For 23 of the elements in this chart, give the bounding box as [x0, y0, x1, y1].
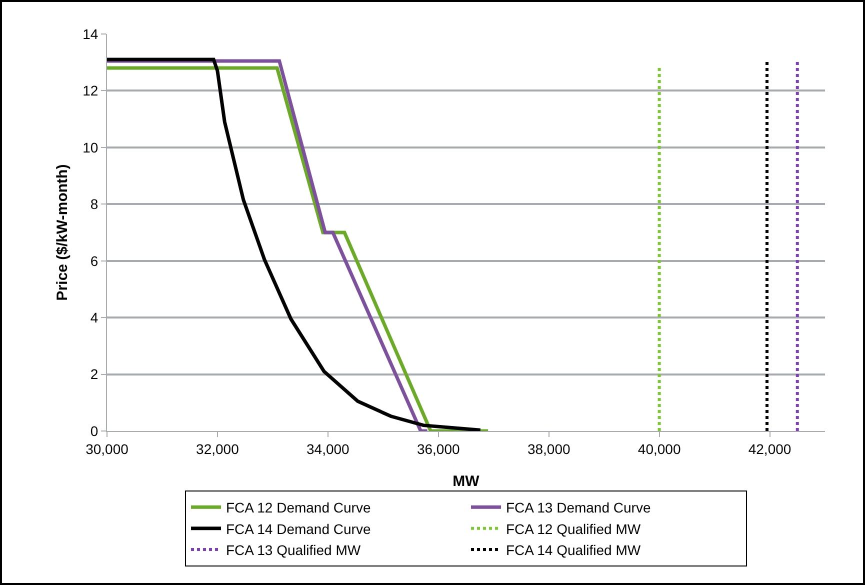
legend-label: FCA 12 Demand Curve: [226, 500, 371, 516]
x-axis-title: MW: [452, 473, 480, 490]
legend-label: FCA 14 Demand Curve: [226, 520, 371, 537]
y-tick-label: 2: [90, 366, 98, 382]
x-tick-label: 30,000: [86, 440, 129, 457]
y-tick-label: 8: [90, 196, 98, 212]
x-tick-label: 36,000: [416, 440, 460, 457]
legend-label: FCA 12 Qualified MW: [506, 520, 642, 537]
y-axis-title: Price ($/kW-month): [54, 164, 71, 301]
y-tick-label: 6: [90, 252, 98, 269]
x-tick-label: 38,000: [527, 440, 570, 457]
legend-label: FCA 13 Qualified MW: [226, 542, 362, 558]
legend-label: FCA 13 Demand Curve: [506, 500, 651, 516]
y-tick-label: 0: [90, 422, 98, 439]
y-tick-label: 14: [82, 26, 98, 42]
x-tick-label: 32,000: [196, 440, 240, 457]
y-tick-label: 10: [82, 139, 98, 156]
y-tick-label: 12: [82, 82, 98, 99]
x-tick-label: 40,000: [638, 440, 681, 457]
x-tick-label: 34,000: [306, 440, 350, 457]
y-tick-label: 4: [90, 309, 98, 326]
legend-label: FCA 14 Qualified MW: [506, 542, 642, 558]
x-tick-label: 42,000: [748, 440, 792, 457]
